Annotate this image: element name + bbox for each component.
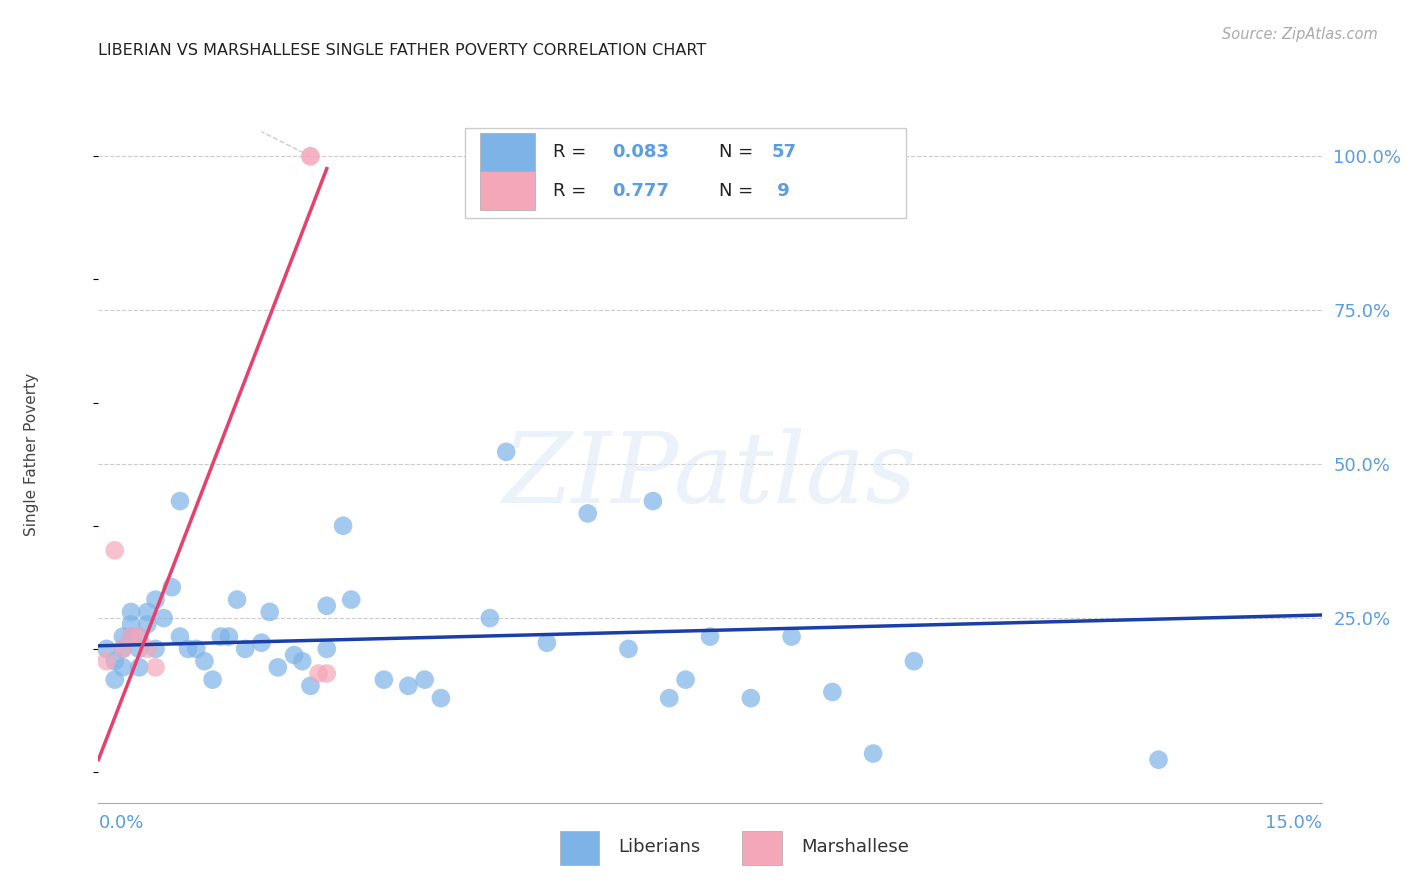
Point: [111, 641, 134, 656]
Point: [396, 679, 419, 693]
Point: [250, 636, 273, 650]
Point: [299, 679, 322, 693]
Point: [96, 654, 118, 668]
Point: [675, 673, 697, 687]
Point: [617, 641, 640, 656]
Point: [233, 641, 256, 656]
Point: [340, 592, 363, 607]
Point: [136, 617, 159, 632]
Point: [120, 630, 142, 644]
Text: Marshallese: Marshallese: [801, 838, 910, 856]
Point: [111, 660, 134, 674]
Text: Source: ZipAtlas.com: Source: ZipAtlas.com: [1222, 27, 1378, 42]
Point: [96, 641, 118, 656]
Text: N =: N =: [718, 182, 759, 200]
Point: [821, 685, 844, 699]
Point: [145, 641, 167, 656]
Point: [136, 641, 159, 656]
Point: [267, 660, 290, 674]
Text: ZIPatlas: ZIPatlas: [503, 428, 917, 524]
Text: R =: R =: [554, 144, 592, 161]
Point: [430, 691, 453, 706]
Point: [478, 611, 501, 625]
Point: [536, 636, 558, 650]
Point: [299, 149, 322, 163]
Text: Single Father Poverty: Single Father Poverty: [24, 374, 38, 536]
Text: 57: 57: [772, 144, 796, 161]
Point: [308, 666, 330, 681]
Point: [145, 592, 167, 607]
Point: [104, 543, 127, 558]
Point: [160, 580, 183, 594]
Point: [120, 605, 142, 619]
Point: [315, 599, 337, 613]
Point: [128, 641, 150, 656]
Point: [186, 641, 208, 656]
Point: [315, 666, 337, 681]
Point: [291, 654, 314, 668]
Point: [128, 630, 150, 644]
Point: [120, 630, 142, 644]
Point: [111, 641, 134, 656]
Text: R =: R =: [554, 182, 592, 200]
Point: [576, 507, 599, 521]
Point: [740, 691, 762, 706]
Point: [780, 630, 803, 644]
FancyBboxPatch shape: [465, 128, 905, 219]
Point: [104, 654, 127, 668]
Point: [862, 747, 884, 761]
Point: [120, 617, 142, 632]
Point: [177, 641, 200, 656]
Point: [169, 630, 191, 644]
Point: [283, 648, 305, 662]
Point: [128, 630, 150, 644]
Point: [128, 660, 150, 674]
Text: Liberians: Liberians: [619, 838, 700, 856]
Text: N =: N =: [718, 144, 759, 161]
Text: 0.083: 0.083: [612, 144, 669, 161]
Point: [218, 630, 240, 644]
Point: [201, 673, 224, 687]
Point: [136, 605, 159, 619]
Point: [658, 691, 681, 706]
FancyBboxPatch shape: [479, 171, 536, 210]
Point: [169, 494, 191, 508]
Point: [111, 630, 134, 644]
Text: 15.0%: 15.0%: [1264, 814, 1322, 832]
Point: [259, 605, 281, 619]
Point: [413, 673, 436, 687]
Point: [641, 494, 664, 508]
Point: [104, 673, 127, 687]
Point: [193, 654, 215, 668]
Text: 0.777: 0.777: [612, 182, 669, 200]
Point: [209, 630, 232, 644]
Point: [332, 518, 354, 533]
Point: [145, 660, 167, 674]
Point: [699, 630, 721, 644]
Point: [315, 641, 337, 656]
Text: 0.0%: 0.0%: [98, 814, 143, 832]
Text: LIBERIAN VS MARSHALLESE SINGLE FATHER POVERTY CORRELATION CHART: LIBERIAN VS MARSHALLESE SINGLE FATHER PO…: [98, 43, 707, 58]
Point: [152, 611, 174, 625]
Point: [226, 592, 249, 607]
Point: [495, 445, 517, 459]
Point: [903, 654, 925, 668]
Text: 9: 9: [772, 182, 790, 200]
Point: [1147, 753, 1170, 767]
FancyBboxPatch shape: [479, 133, 536, 171]
Point: [373, 673, 395, 687]
